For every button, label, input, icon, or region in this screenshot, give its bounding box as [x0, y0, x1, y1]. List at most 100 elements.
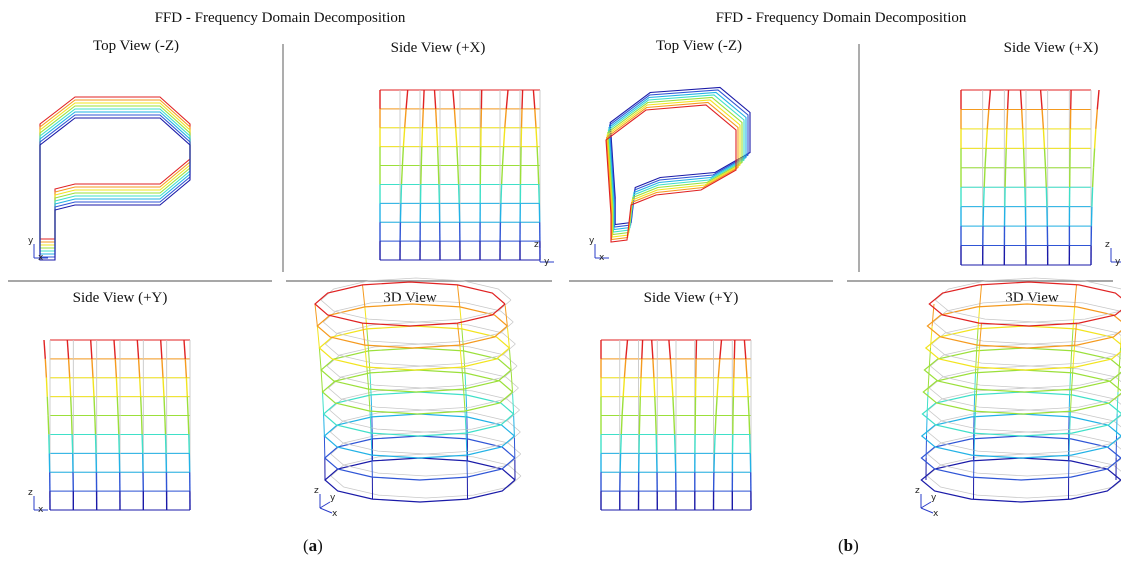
deformed-column — [141, 434, 144, 454]
storey-column — [1070, 350, 1073, 373]
deformed-column — [137, 358, 141, 378]
storey-column — [979, 284, 982, 307]
deformed-column — [719, 339, 723, 359]
axis-label-horizontal: x — [599, 253, 605, 263]
deformed-column — [46, 396, 49, 416]
deformed-column — [438, 184, 441, 204]
deformed-column — [639, 396, 641, 416]
storey-column — [1069, 411, 1071, 434]
deformed-column — [91, 358, 94, 378]
deformed-column — [532, 89, 536, 109]
deformed-column — [67, 358, 71, 378]
axis-label: x — [332, 509, 338, 519]
storey-column — [465, 433, 468, 456]
storey-outline — [606, 99, 741, 238]
undeformed-storey — [927, 409, 1121, 455]
deformed-column — [985, 128, 988, 149]
storey-column — [457, 284, 461, 308]
deformed-column — [499, 203, 502, 223]
deformed-column — [453, 108, 457, 128]
deformed-column — [457, 165, 460, 185]
deformed-column — [399, 203, 402, 223]
storey-column — [459, 306, 463, 329]
undeformed-storey — [927, 387, 1121, 433]
undeformed-storey — [926, 453, 1121, 499]
deformed-column — [1004, 167, 1007, 188]
side-view-x-plot: zy — [960, 89, 1121, 267]
deformed-column — [668, 339, 672, 359]
mode-shape-panel-a: FFD - Frequency Domain Decomposition Top… — [0, 0, 560, 566]
axis-line — [920, 501, 932, 509]
storey-column — [457, 322, 461, 346]
undeformed-storey — [932, 299, 1121, 345]
deformed-column — [70, 396, 73, 416]
deformed-column — [652, 358, 655, 378]
deformed-column — [621, 396, 624, 416]
axis-label-vertical: y — [589, 236, 595, 246]
deformed-column — [619, 434, 622, 454]
deformed-column — [404, 108, 407, 128]
storey-outline — [39, 114, 191, 258]
deformed-column — [983, 167, 986, 188]
deformed-column — [437, 165, 440, 185]
deformed-column — [1024, 187, 1027, 207]
storey-column — [322, 391, 325, 415]
deformed-column — [118, 434, 120, 454]
deformed-column — [651, 339, 654, 359]
deformed-column — [733, 358, 735, 378]
undeformed-storey — [329, 409, 521, 455]
deformed-column — [619, 453, 622, 473]
storey-column — [362, 284, 366, 308]
deformed-column — [401, 146, 405, 166]
deformed-column — [622, 377, 626, 397]
storey-column — [364, 306, 368, 329]
storey-column — [504, 303, 508, 327]
storey-ring — [924, 325, 1121, 371]
deformed-column — [1041, 109, 1045, 129]
deformed-column — [183, 339, 186, 359]
deformed-column — [455, 127, 458, 147]
deformed-column — [502, 127, 506, 147]
storey-ring — [920, 413, 1121, 459]
deformed-column — [422, 89, 425, 109]
undeformed-storey — [330, 453, 522, 499]
storey-ring — [928, 281, 1121, 327]
deformed-column — [1091, 167, 1095, 188]
deformed-column — [114, 358, 118, 378]
deformed-column — [988, 89, 992, 110]
deformed-column — [164, 434, 167, 454]
top-view-title: Top View (-Z) — [92, 38, 180, 54]
storey-column — [979, 323, 982, 346]
deformed-column — [93, 396, 96, 416]
deformed-column — [1006, 109, 1009, 129]
storey-column — [976, 367, 979, 390]
deformed-column — [140, 396, 143, 416]
deformed-column — [452, 89, 456, 109]
deformed-column — [139, 377, 142, 397]
deformed-column — [1022, 148, 1025, 168]
storey-outline — [39, 99, 191, 243]
deformed-column — [1095, 109, 1098, 129]
deformed-column — [654, 415, 657, 435]
deformed-column — [717, 358, 721, 378]
storey-outline — [39, 117, 191, 261]
deformed-column — [164, 415, 167, 435]
deformed-column — [747, 396, 750, 416]
axis-line — [319, 507, 333, 514]
storey-column — [366, 328, 370, 351]
deformed-column — [1021, 109, 1024, 129]
storey-ring — [314, 281, 506, 327]
storey-outline — [39, 105, 191, 249]
deformed-column — [501, 146, 505, 166]
deformed-column — [184, 358, 188, 378]
deformed-column — [185, 377, 188, 397]
storey-column — [316, 325, 320, 349]
axis-label-vertical: z — [1105, 240, 1110, 250]
storey-column — [1071, 367, 1074, 390]
deformed-column — [500, 165, 504, 185]
deformed-column — [538, 184, 540, 204]
storey-ring — [920, 457, 1121, 503]
axis-label-vertical: y — [28, 236, 34, 246]
deformed-column — [421, 108, 424, 128]
storey-column — [977, 345, 981, 368]
